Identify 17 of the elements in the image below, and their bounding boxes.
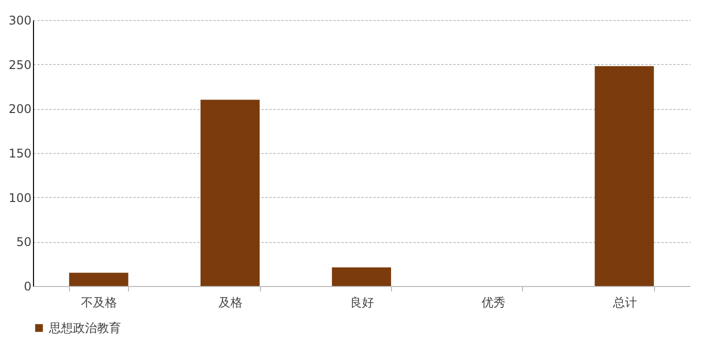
x-tick-label: 良好 xyxy=(350,296,374,310)
y-tick-label: 50 xyxy=(16,235,32,250)
y-tick-label: 100 xyxy=(8,190,32,205)
x-tick-label: 优秀 xyxy=(481,296,506,310)
x-tick-label: 及格 xyxy=(218,296,243,310)
bar xyxy=(69,272,128,286)
bar xyxy=(200,100,260,286)
y-tick-label: 300 xyxy=(8,14,32,28)
x-tick-label: 总计 xyxy=(612,296,637,310)
y-tick-label: 150 xyxy=(8,146,32,160)
y-tick-label: 250 xyxy=(8,58,32,72)
bar xyxy=(594,66,654,286)
bar xyxy=(332,267,392,286)
x-tick-label: 不及格 xyxy=(81,296,118,310)
legend-label: 思想政治教育 xyxy=(48,321,121,335)
y-tick-label: 0 xyxy=(24,280,32,294)
y-tick-label: 200 xyxy=(8,102,32,116)
